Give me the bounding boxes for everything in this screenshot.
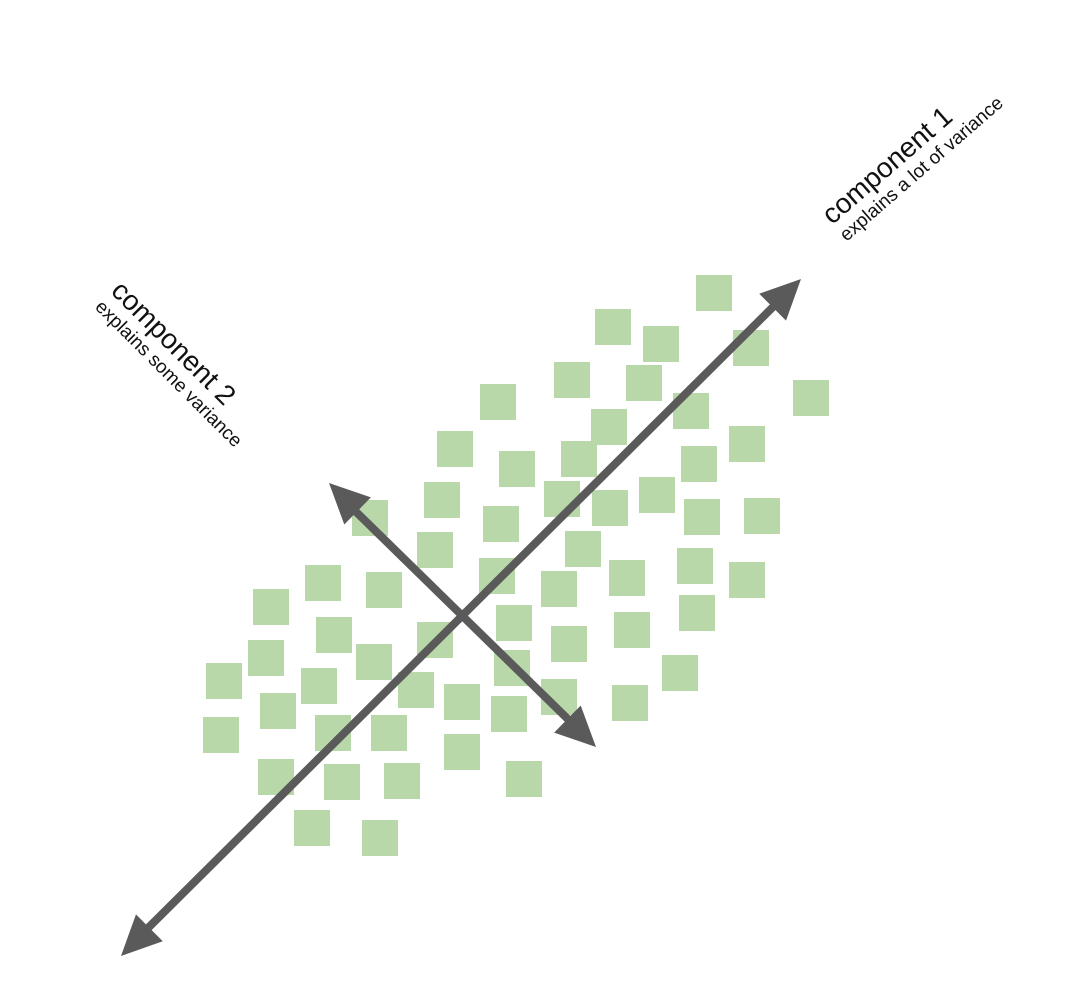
data-point [592,490,628,526]
data-point [565,531,601,567]
data-point [614,612,650,648]
data-point [496,605,532,641]
component-1-arrowhead-start [121,914,163,956]
data-point [316,617,352,653]
data-point [437,431,473,467]
data-point [679,595,715,631]
data-point [362,820,398,856]
data-point [591,409,627,445]
data-point [203,717,239,753]
component-2-arrowhead-start [329,483,371,525]
data-point [733,330,769,366]
data-point [260,693,296,729]
data-point [483,506,519,542]
data-point [417,532,453,568]
data-point [506,761,542,797]
data-point [643,326,679,362]
data-point [384,763,420,799]
data-point [561,441,597,477]
data-point [305,565,341,601]
component-2-arrowhead-end [554,705,596,747]
data-point [444,684,480,720]
data-point [206,663,242,699]
data-point [612,685,648,721]
data-point [551,626,587,662]
data-point [684,499,720,535]
data-point [294,810,330,846]
data-point [677,548,713,584]
data-point [696,275,732,311]
component-2-arrow [329,483,596,747]
data-point [626,365,662,401]
data-point [639,477,675,513]
data-point [729,426,765,462]
data-point [248,640,284,676]
component-arrows [121,279,801,956]
data-point [681,446,717,482]
data-point [491,696,527,732]
data-point [744,498,780,534]
component-1-arrowhead-end [759,279,801,321]
data-point [609,560,645,596]
component-2-axis-line [343,499,581,732]
data-point [480,384,516,420]
data-point [793,380,829,416]
data-point [554,362,590,398]
data-point [595,309,631,345]
data-point [541,571,577,607]
data-point [499,451,535,487]
data-point [424,482,460,518]
data-point [662,655,698,691]
data-point [324,764,360,800]
data-point [253,589,289,625]
data-point [301,668,337,704]
data-point [729,562,765,598]
data-point [366,572,402,608]
data-point [356,644,392,680]
data-point [371,715,407,751]
data-point [444,734,480,770]
